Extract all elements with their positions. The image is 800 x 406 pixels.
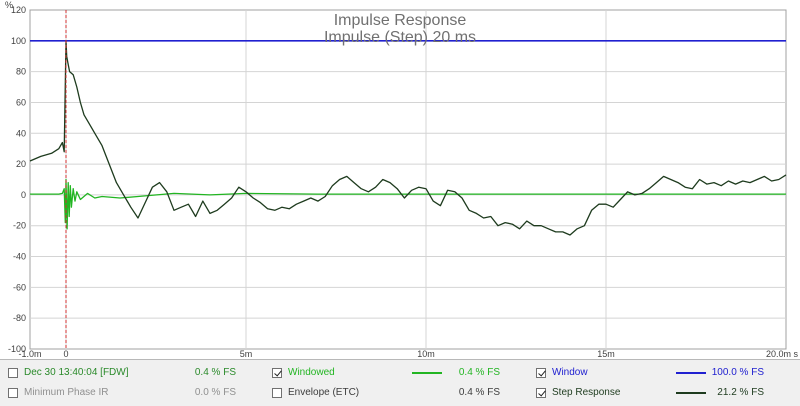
legend-panel: Dec 30 13:40:04 [FDW] 0.4 % FS Windowed 0.4… [0, 359, 800, 406]
y-tick-label: 100 [11, 36, 26, 46]
envelope-label: Envelope (ETC) [288, 387, 360, 398]
minimum-phase-value: 0.0 % FS [194, 387, 236, 398]
x-axis-ticks: -1.0m 0 5m 10m 15m 20.0m s [18, 349, 798, 359]
chart-title: Impulse Response [334, 12, 467, 29]
y-tick-label: 60 [16, 97, 26, 107]
step-response-swatch [676, 392, 706, 394]
y-tick-label: -60 [13, 282, 26, 292]
dec30-fdw-label: Dec 30 13:40:04 [FDW] [24, 367, 129, 378]
window-checkbox[interactable] [536, 368, 546, 378]
x-tick-label: 20.0m s [766, 349, 799, 359]
x-tick-label: 0 [63, 349, 68, 359]
y-tick-label: -40 [13, 252, 26, 262]
windowed-value: 0.4 % FS [458, 367, 500, 378]
y-tick-label: -80 [13, 313, 26, 323]
x-tick-label: 5m [240, 349, 253, 359]
y-tick-label: 120 [11, 5, 26, 15]
windowed-label: Windowed [288, 367, 335, 378]
series-layer [29, 39, 787, 236]
step-response-value: 21.2 % FS [717, 387, 764, 398]
plot-area [29, 9, 787, 350]
x-tick-label: -1.0m [18, 349, 41, 359]
envelope-checkbox[interactable] [272, 388, 282, 398]
dec30-fdw-value: 0.4 % FS [194, 367, 236, 378]
windowed-swatch [412, 372, 442, 374]
x-tick-label: 15m [597, 349, 615, 359]
minimum-phase-label: Minimum Phase IR [24, 387, 109, 398]
step-response-checkbox[interactable] [536, 388, 546, 398]
x-tick-label: 10m [417, 349, 435, 359]
y-tick-label: 80 [16, 67, 26, 77]
y-axis-unit: % [5, 0, 13, 10]
chart-subtitle: Impulse (Step) 20 ms [324, 29, 476, 46]
impulse-response-chart: 120 100 80 60 40 20 0 -20 -40 -60 -80 -100 -1.0m 0 5m… [5, 0, 798, 359]
series-step-response-line [29, 40, 787, 236]
window-label: Window [552, 367, 588, 378]
window-value: 100.0 % FS [711, 367, 764, 378]
y-tick-label: 20 [16, 159, 26, 169]
minimum-phase-checkbox[interactable] [8, 388, 18, 398]
windowed-checkbox[interactable] [272, 368, 282, 378]
step-response-label: Step Response [552, 387, 621, 398]
y-tick-label: 0 [21, 190, 26, 200]
y-tick-label: -100 [8, 344, 26, 354]
dec30-fdw-checkbox[interactable] [8, 368, 18, 378]
y-tick-label: -20 [13, 221, 26, 231]
y-tick-label: 40 [16, 128, 26, 138]
window-swatch [676, 372, 706, 374]
envelope-value: 0.4 % FS [458, 387, 500, 398]
y-axis-ticks: 120 100 80 60 40 20 0 -20 -40 -60 -80 -100 [8, 5, 26, 354]
series-windowed-line [30, 178, 786, 230]
